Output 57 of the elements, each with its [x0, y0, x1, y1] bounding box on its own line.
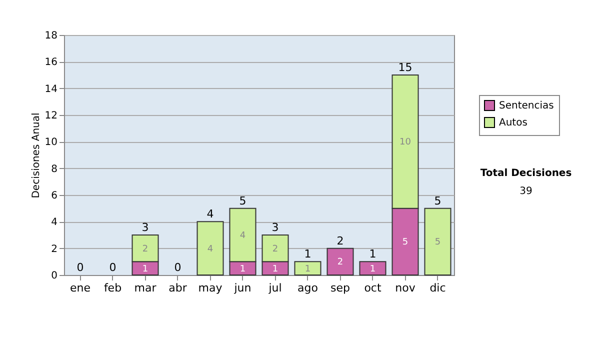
legend-label: Autos	[499, 118, 528, 128]
total-label: 1	[304, 248, 312, 261]
data-label: 2	[272, 244, 278, 254]
data-label: 4	[207, 244, 214, 254]
y-tick-label: 6	[51, 190, 58, 202]
x-tick-label: ene	[70, 282, 91, 294]
y-tick-label: 0	[51, 270, 58, 282]
x-tick-label: jun	[233, 282, 252, 294]
bar	[424, 208, 452, 276]
y-tick-label: 16	[44, 57, 58, 68]
total-label: 2	[336, 234, 344, 248]
total-label: 0	[109, 261, 116, 274]
y-tick-label: 18	[44, 30, 58, 42]
bar	[196, 221, 224, 276]
total-label: 3	[142, 221, 149, 234]
data-label: 2	[142, 244, 148, 254]
data-label: 1	[370, 264, 376, 274]
data-label: 1	[142, 264, 148, 274]
total-label: 0	[174, 261, 182, 274]
x-tick-label: nov	[395, 282, 416, 294]
x-tick-label: jul	[268, 282, 282, 294]
y-tick-label: 4	[51, 217, 58, 228]
x-tick-label: abr	[168, 282, 188, 294]
y-tick-label: 8	[51, 164, 58, 175]
data-label: 5	[434, 238, 441, 248]
total-label: 5	[239, 194, 246, 208]
x-tick-label: ago	[298, 282, 318, 294]
data-label: 2	[337, 258, 344, 268]
data-label: 5	[402, 238, 408, 248]
x-tick-label: feb	[104, 282, 122, 294]
y-tick-label: 2	[51, 244, 58, 255]
y-axis-title: Decisiones Anual	[30, 112, 42, 198]
data-label: 4	[240, 231, 246, 241]
y-tick-label: 14	[44, 84, 58, 95]
x-tick-label: mar	[134, 282, 157, 294]
data-label: 1	[304, 264, 311, 274]
data-label: 1	[240, 264, 246, 274]
bar	[294, 261, 322, 276]
x-tick-label: oct	[364, 282, 382, 294]
data-label: 1	[272, 264, 278, 274]
legend-label: Sentencias	[499, 100, 554, 112]
x-tick-label: dic	[430, 282, 446, 294]
bar	[359, 261, 386, 276]
data-label: 10	[400, 138, 412, 148]
total-label: 3	[272, 221, 279, 234]
total-label: 5	[434, 194, 442, 208]
bar	[326, 248, 354, 276]
total-label: 1	[369, 248, 376, 261]
total-label: 0	[76, 261, 84, 274]
y-tick-label: 12	[44, 110, 58, 122]
x-tick-label: sep	[330, 282, 350, 294]
text: Total Decisiones	[480, 168, 572, 179]
y-tick-label: 10	[44, 137, 58, 148]
total-label: 15	[398, 61, 412, 74]
x-tick-label: may	[198, 282, 223, 294]
text: 39	[520, 186, 532, 197]
total-label: 4	[206, 208, 214, 221]
